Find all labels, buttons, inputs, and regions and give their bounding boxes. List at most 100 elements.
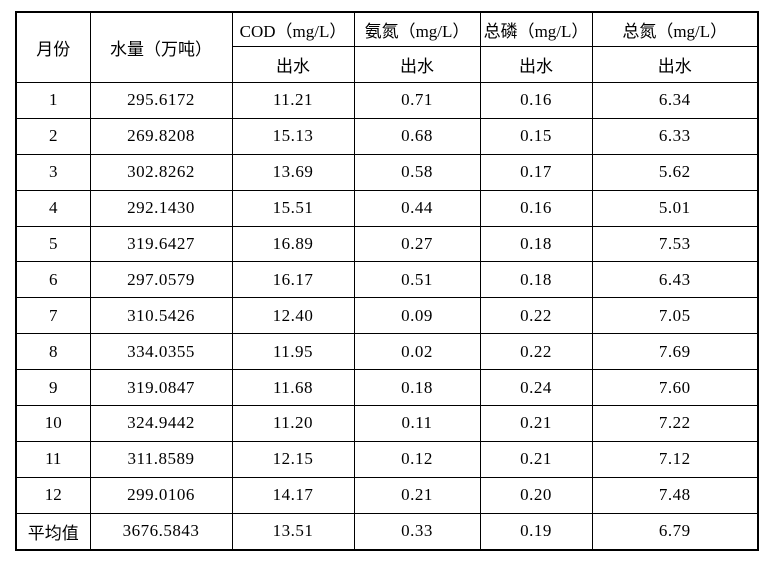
cell-tn: 7.12 xyxy=(591,440,759,478)
header-volume: 水量（万吨） xyxy=(89,11,233,83)
cell-tp: 0.22 xyxy=(479,297,593,335)
table-row: 3 302.8262 13.69 0.58 0.17 5.62 xyxy=(15,153,759,191)
cell-tn: 7.69 xyxy=(591,333,759,371)
cell-tn: 5.62 xyxy=(591,153,759,191)
cell-volume: 310.5426 xyxy=(89,297,233,335)
cell-month: 1 xyxy=(15,82,91,119)
cell-nh3n: 0.18 xyxy=(353,369,481,407)
cell-nh3n: 0.21 xyxy=(353,476,481,514)
header-cod: COD（mg/L） xyxy=(231,11,355,47)
cell-volume: 3676.5843 xyxy=(89,512,233,551)
cell-tn: 7.05 xyxy=(591,297,759,335)
cell-volume: 324.9442 xyxy=(89,405,233,442)
cell-tn: 6.43 xyxy=(591,261,759,299)
cell-month: 2 xyxy=(15,117,91,155)
cell-nh3n: 0.44 xyxy=(353,189,481,227)
cell-tn: 7.22 xyxy=(591,405,759,442)
cell-volume: 269.8208 xyxy=(89,117,233,155)
table-row: 8 334.0355 11.95 0.02 0.22 7.69 xyxy=(15,333,759,371)
cell-volume: 311.8589 xyxy=(89,440,233,478)
cell-tp: 0.15 xyxy=(479,117,593,155)
cell-tn: 7.48 xyxy=(591,476,759,514)
cell-nh3n: 0.02 xyxy=(353,333,481,371)
cell-nh3n: 0.68 xyxy=(353,117,481,155)
cell-cod: 11.95 xyxy=(231,333,355,371)
cell-tp: 0.16 xyxy=(479,82,593,119)
cell-month: 9 xyxy=(15,369,91,407)
header-row-top: 月份 水量（万吨） COD（mg/L） 氨氮（mg/L） 总磷（mg/L） 总氮… xyxy=(15,11,759,83)
table-row: 2 269.8208 15.13 0.68 0.15 6.33 xyxy=(15,117,759,155)
table-row: 9 319.0847 11.68 0.18 0.24 7.60 xyxy=(15,369,759,407)
cell-cod: 15.51 xyxy=(231,189,355,227)
subheader-tp-effluent: 出水 xyxy=(479,46,593,83)
table-row-average: 平均值 3676.5843 13.51 0.33 0.19 6.79 xyxy=(15,512,759,551)
cell-month: 4 xyxy=(15,189,91,227)
cell-cod: 13.69 xyxy=(231,153,355,191)
cell-tp: 0.18 xyxy=(479,225,593,263)
cell-month: 7 xyxy=(15,297,91,335)
cell-nh3n: 0.11 xyxy=(353,405,481,442)
cell-volume: 302.8262 xyxy=(89,153,233,191)
cell-nh3n: 0.12 xyxy=(353,440,481,478)
cell-cod: 11.20 xyxy=(231,405,355,442)
table-row: 1 295.6172 11.21 0.71 0.16 6.34 xyxy=(15,82,759,119)
cell-cod: 16.89 xyxy=(231,225,355,263)
cell-cod: 13.51 xyxy=(231,512,355,551)
cell-cod: 15.13 xyxy=(231,117,355,155)
cell-tn: 6.33 xyxy=(591,117,759,155)
cell-tn: 5.01 xyxy=(591,189,759,227)
cell-month: 6 xyxy=(15,261,91,299)
cell-cod: 12.15 xyxy=(231,440,355,478)
table-row: 6 297.0579 16.17 0.51 0.18 6.43 xyxy=(15,261,759,299)
subheader-cod-effluent: 出水 xyxy=(231,46,355,83)
table-row: 4 292.1430 15.51 0.44 0.16 5.01 xyxy=(15,189,759,227)
cell-cod: 11.21 xyxy=(231,82,355,119)
cell-tp: 0.24 xyxy=(479,369,593,407)
cell-month: 12 xyxy=(15,476,91,514)
cell-cod: 11.68 xyxy=(231,369,355,407)
cell-nh3n: 0.71 xyxy=(353,82,481,119)
cell-volume: 297.0579 xyxy=(89,261,233,299)
cell-month-average-label: 平均值 xyxy=(15,512,91,551)
cell-tn: 7.60 xyxy=(591,369,759,407)
table-row: 10 324.9442 11.20 0.11 0.21 7.22 xyxy=(15,405,759,442)
cell-volume: 319.0847 xyxy=(89,369,233,407)
table-body: 月份 水量（万吨） COD（mg/L） 氨氮（mg/L） 总磷（mg/L） 总氮… xyxy=(15,11,759,551)
table-row: 12 299.0106 14.17 0.21 0.20 7.48 xyxy=(15,476,759,514)
cell-cod: 16.17 xyxy=(231,261,355,299)
cell-tp: 0.19 xyxy=(479,512,593,551)
cell-nh3n: 0.27 xyxy=(353,225,481,263)
cell-tp: 0.16 xyxy=(479,189,593,227)
cell-nh3n: 0.09 xyxy=(353,297,481,335)
header-row-sub: 出水 出水 出水 出水 xyxy=(16,46,759,83)
subheader-tn-effluent: 出水 xyxy=(591,46,759,83)
cell-tp: 0.21 xyxy=(479,405,593,442)
cell-tp: 0.20 xyxy=(479,476,593,514)
cell-tp: 0.17 xyxy=(479,153,593,191)
cell-tp: 0.22 xyxy=(479,333,593,371)
subheader-nh3n-effluent: 出水 xyxy=(353,46,481,83)
table-row: 11 311.8589 12.15 0.12 0.21 7.12 xyxy=(15,440,759,478)
cell-month: 11 xyxy=(15,440,91,478)
cell-nh3n: 0.33 xyxy=(353,512,481,551)
cell-month: 10 xyxy=(15,405,91,442)
cell-nh3n: 0.58 xyxy=(353,153,481,191)
cell-month: 8 xyxy=(15,333,91,371)
cell-cod: 12.40 xyxy=(231,297,355,335)
cell-tn: 6.79 xyxy=(591,512,759,551)
cell-month: 3 xyxy=(15,153,91,191)
cell-volume: 292.1430 xyxy=(89,189,233,227)
header-month: 月份 xyxy=(15,11,91,83)
header-tp: 总磷（mg/L） xyxy=(479,11,593,47)
cell-tn: 6.34 xyxy=(591,82,759,119)
cell-volume: 295.6172 xyxy=(89,82,233,119)
cell-tn: 7.53 xyxy=(591,225,759,263)
cell-volume: 299.0106 xyxy=(89,476,233,514)
cell-month: 5 xyxy=(15,225,91,263)
header-tn: 总氮（mg/L） xyxy=(591,11,759,47)
header-nh3n: 氨氮（mg/L） xyxy=(353,11,481,47)
table-row: 5 319.6427 16.89 0.27 0.18 7.53 xyxy=(15,225,759,263)
cell-tp: 0.21 xyxy=(479,440,593,478)
water-quality-table: 月份 水量（万吨） COD（mg/L） 氨氮（mg/L） 总磷（mg/L） 总氮… xyxy=(15,11,759,551)
